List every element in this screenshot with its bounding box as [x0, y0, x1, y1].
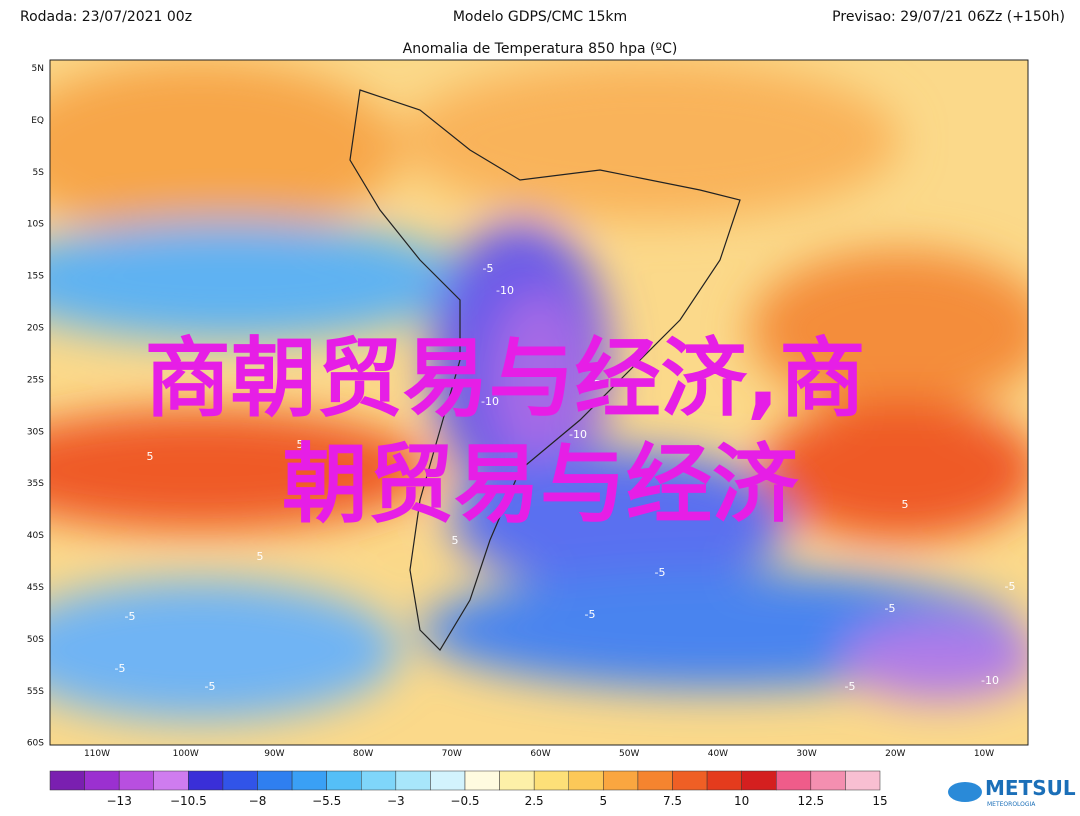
contour-label: 5: [297, 438, 304, 451]
logo-sub: METEOROLOGIA: [987, 801, 1036, 808]
colorbar-label: −5.5: [312, 794, 341, 808]
colorbar-label: −8: [249, 794, 267, 808]
overlay-text: 朝贸易与经济: [282, 435, 799, 535]
contour-label: -10: [569, 428, 587, 441]
map-field: [50, 60, 1028, 745]
overlay-text: 商朝贸易与经济,商: [145, 329, 866, 429]
contour-label: -5: [205, 680, 216, 693]
logo-icon: [948, 782, 982, 802]
colorbar-swatch: [776, 770, 812, 791]
lat-label: 55S: [27, 687, 44, 697]
contour-label: -5: [655, 566, 666, 579]
lat-label: 60S: [27, 739, 44, 749]
lat-label: 10S: [27, 220, 44, 230]
forecast-time: Previsao: 29/07/21 06Zz (+150h): [832, 9, 1065, 25]
contour-label: -5: [585, 608, 596, 621]
lat-label: 5N: [32, 64, 44, 74]
colorbar-label: 7.5: [663, 794, 682, 808]
lat-label: 30S: [27, 427, 44, 437]
lat-label: EQ: [31, 116, 44, 126]
coastline: [349, 89, 741, 651]
lat-label: 45S: [27, 583, 44, 593]
lon-label: 80W: [353, 749, 373, 759]
colorbar-label: 15: [872, 794, 887, 808]
contour-label: -5: [483, 262, 494, 275]
lon-label: 50W: [619, 749, 639, 759]
lon-label: 20W: [885, 749, 905, 759]
colorbar-label: −10.5: [170, 794, 207, 808]
colorbar-swatch: [499, 770, 535, 791]
lat-label: 5S: [33, 168, 45, 178]
colorbar-swatch: [395, 770, 431, 791]
lat-label: 35S: [27, 479, 44, 489]
colorbar-swatch: [464, 770, 500, 791]
colorbar-swatch: [153, 770, 189, 791]
lat-label: 15S: [27, 272, 44, 282]
colorbar-label: 5: [600, 794, 608, 808]
colorbar-swatch: [603, 770, 639, 791]
colorbar-swatch: [84, 770, 120, 791]
contour-label: -10: [1031, 654, 1049, 667]
logo-name: METSUL: [985, 776, 1076, 800]
lon-label: 10W: [974, 749, 994, 759]
colorbar-label: 2.5: [525, 794, 544, 808]
contour-label: -10: [981, 674, 999, 687]
contour-label: -5: [115, 662, 126, 675]
colorbar-label: 12.5: [797, 794, 824, 808]
contour-label: -5: [125, 610, 136, 623]
colorbar-label: 10: [734, 794, 749, 808]
colorbar-swatch: [291, 770, 327, 791]
contour-label: -5: [885, 602, 896, 615]
logo: METSUL METEOROLOGIA: [948, 776, 1076, 808]
lon-label: 110W: [84, 749, 110, 759]
contour-label: 5: [147, 450, 154, 463]
model-name: Modelo GDPS/CMC 15km: [453, 9, 627, 25]
colorbar-swatch: [568, 770, 604, 791]
contour-label: -10: [481, 395, 499, 408]
lon-label: 60W: [530, 749, 550, 759]
lon-label: 90W: [264, 749, 284, 759]
lat-label: 20S: [27, 324, 44, 334]
colorbar-swatch: [430, 770, 466, 791]
contour-label: 5: [902, 498, 909, 511]
lat-label: 25S: [27, 375, 44, 385]
colorbar-swatch: [706, 770, 742, 791]
map-title: Anomalia de Temperatura 850 hpa (ºC): [403, 41, 678, 57]
colorbar-swatch: [257, 770, 293, 791]
colorbar-swatch: [741, 770, 777, 791]
contour-label: -5: [845, 680, 856, 693]
colorbar-swatch: [118, 770, 154, 791]
colorbar-swatch: [222, 770, 258, 791]
lat-label: 50S: [27, 635, 44, 645]
colorbar-label: −3: [387, 794, 405, 808]
contour-label: -5: [1005, 580, 1016, 593]
contour-label: 5: [257, 550, 264, 563]
colorbar-swatch: [361, 770, 397, 791]
colorbar-swatch: [672, 770, 708, 791]
colorbar-swatch: [188, 770, 224, 791]
colorbar-swatch: [49, 770, 85, 791]
lon-label: 70W: [442, 749, 462, 759]
lon-label: 40W: [708, 749, 728, 759]
colorbar-swatch: [637, 770, 673, 791]
contour-label: 5: [452, 534, 459, 547]
map-frame: [49, 59, 1029, 746]
colorbar-swatch: [326, 770, 362, 791]
colorbar-swatch: [845, 770, 881, 791]
colorbar-label: −13: [107, 794, 132, 808]
lat-label: 40S: [27, 531, 44, 541]
colorbar-swatch: [810, 770, 846, 791]
run-date: Rodada: 23/07/2021 00z: [20, 9, 192, 25]
colorbar-swatch: [533, 770, 570, 791]
contour-label: -15: [583, 378, 601, 391]
lon-label: 30W: [796, 749, 816, 759]
contour-label: -10: [496, 284, 514, 297]
lon-label: 100W: [173, 749, 199, 759]
colorbar-label: −0.5: [450, 794, 479, 808]
